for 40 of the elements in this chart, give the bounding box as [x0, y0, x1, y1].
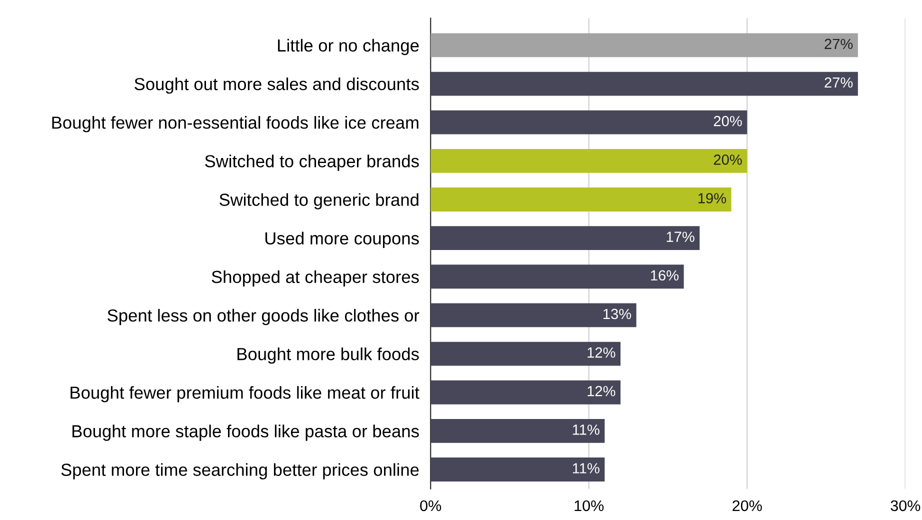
y-tick-label: Spent more time searching better prices online — [61, 463, 419, 480]
y-tick-label: Little or no change — [278, 38, 419, 56]
data-label: 17% — [666, 232, 694, 242]
x-tick-label: 10% — [574, 500, 604, 512]
y-tick-label: Bought more staple foods like pasta or beans — [72, 424, 419, 441]
bar — [430, 188, 732, 212]
y-tick-label: Bought fewer non-essential foods like ice cream — [52, 116, 418, 132]
data-label: 27% — [824, 77, 853, 88]
bar — [430, 380, 621, 404]
bar — [430, 110, 748, 134]
y-tick-label: Used more coupons — [265, 232, 419, 248]
y-tick-label: Sought out more sales and discounts — [134, 77, 419, 94]
bar — [430, 148, 748, 173]
y-tick-label: Bought more bulk foods — [238, 348, 419, 364]
x-tick-label: 20% — [732, 500, 762, 512]
y-tick-label: Bought fewer premium foods like meat or fruit — [70, 386, 420, 402]
bar — [430, 342, 621, 366]
bar — [430, 458, 605, 482]
y-tick-label: Switched to generic brand — [220, 193, 418, 210]
bar — [430, 33, 858, 58]
y-tick-label: Spent less on other goods like clothes or — [108, 308, 420, 326]
data-label: 19% — [698, 193, 726, 204]
data-label: 11% — [572, 463, 600, 474]
y-tick-label: Switched to cheaper brands — [205, 154, 419, 171]
data-label: 13% — [604, 308, 632, 320]
bar — [430, 418, 605, 443]
data-label: 11% — [572, 424, 600, 435]
data-label: 20% — [714, 116, 742, 126]
bar — [430, 226, 700, 250]
data-label: 27% — [824, 38, 853, 50]
data-label: 12% — [588, 347, 616, 358]
data-label: 16% — [650, 270, 679, 281]
bar — [430, 72, 858, 96]
bar — [430, 303, 636, 328]
data-label: 20% — [714, 154, 742, 165]
data-label: 12% — [588, 386, 616, 396]
x-tick-label: 0% — [420, 500, 442, 512]
x-tick-label: 30% — [890, 500, 920, 512]
y-tick-label: Shopped at cheaper stores — [212, 270, 419, 287]
bar — [430, 264, 684, 289]
